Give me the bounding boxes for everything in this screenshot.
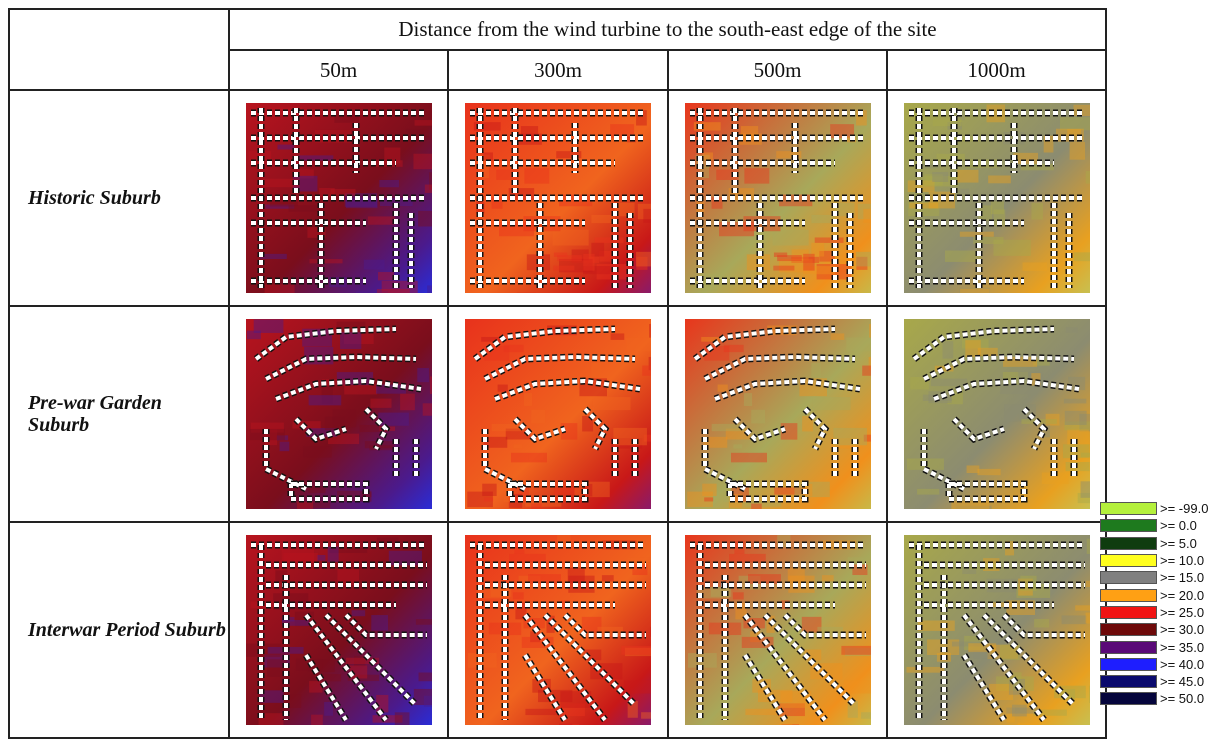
corner-cell [8,8,230,91]
map-cell [228,305,449,523]
legend-label: >= 5.0 [1160,535,1197,551]
map-cell [667,89,888,307]
legend-swatch [1100,640,1157,654]
legend-label: >= 45.0 [1160,674,1205,690]
map-image [245,535,432,725]
simulation-map [903,535,1090,725]
legend-swatch [1100,502,1157,516]
simulation-map [903,103,1090,293]
legend-swatch [1100,588,1157,602]
legend-label: >= 50.0 [1160,691,1205,707]
legend-item: >= 5.0 [1100,535,1224,552]
map-image [245,319,432,509]
map-cell [228,89,449,307]
map-image [903,319,1090,509]
row-label-interwar-period-suburb: Interwar Period Suburb [8,521,230,739]
map-cell [447,89,669,307]
column-header-300m: 300m [447,49,669,91]
legend-item: >= 35.0 [1100,638,1224,655]
legend-label: >= 15.0 [1160,570,1205,586]
legend-label: >= -99.0 [1160,501,1209,517]
map-image [684,319,871,509]
legend-item: >= -99.0 [1100,500,1224,517]
map-cell [886,521,1107,739]
legend-swatch [1100,675,1157,689]
map-image [903,103,1090,293]
map-image [684,103,871,293]
simulation-map [465,103,651,293]
map-image [245,103,432,293]
simulation-map [903,319,1090,509]
simulation-map [245,535,432,725]
legend-item: >= 40.0 [1100,656,1224,673]
map-cell [667,305,888,523]
row-label-historic-suburb: Historic Suburb [8,89,230,307]
map-cell [447,305,669,523]
color-legend: >= -99.0 >= 0.0 >= 5.0 >= 10.0 >= 15.0 >… [1100,500,1224,708]
legend-item: >= 20.0 [1100,586,1224,603]
legend-label: >= 40.0 [1160,656,1205,672]
results-table: Distance from the wind turbine to the so… [8,8,1107,739]
legend-item: >= 10.0 [1100,552,1224,569]
legend-swatch [1100,657,1157,671]
legend-label: >= 20.0 [1160,587,1205,603]
column-header-50m: 50m [228,49,449,91]
legend-swatch [1100,554,1157,568]
map-image [465,319,651,509]
legend-item: >= 25.0 [1100,604,1224,621]
legend-swatch [1100,571,1157,585]
simulation-map [245,103,432,293]
map-image [465,103,651,293]
table-title: Distance from the wind turbine to the so… [228,8,1107,51]
map-cell [886,89,1107,307]
map-image [465,535,651,725]
simulation-map [465,535,651,725]
legend-label: >= 35.0 [1160,639,1205,655]
legend-swatch [1100,519,1157,533]
legend-swatch [1100,623,1157,637]
simulation-map [684,319,871,509]
column-header-1000m: 1000m [886,49,1107,91]
legend-item: >= 45.0 [1100,673,1224,690]
map-cell [447,521,669,739]
map-cell [667,521,888,739]
map-cell [886,305,1107,523]
legend-label: >= 0.0 [1160,518,1197,534]
simulation-map [245,319,432,509]
map-image [903,535,1090,725]
row-label-pre-war-garden-suburb: Pre-war Garden Suburb [8,305,230,523]
legend-label: >= 25.0 [1160,604,1205,620]
legend-swatch [1100,536,1157,550]
map-image [684,535,871,725]
simulation-map [465,319,651,509]
legend-item: >= 50.0 [1100,690,1224,707]
legend-item: >= 15.0 [1100,569,1224,586]
map-cell [228,521,449,739]
legend-label: >= 10.0 [1160,553,1205,569]
legend-item: >= 0.0 [1100,517,1224,534]
legend-swatch [1100,605,1157,619]
simulation-map [684,535,871,725]
legend-swatch [1100,692,1157,706]
legend-item: >= 30.0 [1100,621,1224,638]
simulation-map [684,103,871,293]
legend-label: >= 30.0 [1160,622,1205,638]
column-header-500m: 500m [667,49,888,91]
